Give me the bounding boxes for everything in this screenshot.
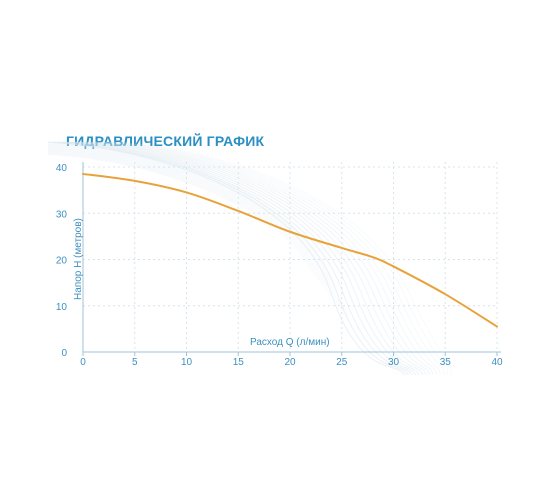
series-line <box>82 172 498 328</box>
swoosh-line <box>62 141 416 376</box>
x-tick-label: 40 <box>491 357 503 368</box>
x-tick-label: 10 <box>181 357 193 368</box>
x-tick-label: 30 <box>388 357 400 368</box>
swoosh-line <box>67 141 420 376</box>
y-tick-label: 20 <box>56 256 68 267</box>
swoosh-line <box>77 141 427 376</box>
swoosh-line <box>112 141 452 376</box>
x-tick-label: 15 <box>233 357 245 368</box>
swoosh-line <box>107 141 448 376</box>
x-tick-label: 5 <box>132 357 138 368</box>
chart-title: ГИДРАВЛИЧЕСКИЙ ГРАФИК <box>66 133 265 149</box>
y-tick-label: 40 <box>56 163 68 174</box>
swoosh-line <box>82 141 430 376</box>
swoosh-line <box>72 141 423 376</box>
chart-axes <box>82 162 501 356</box>
x-axis-label: Расход Q (л/мин) <box>250 337 330 348</box>
y-tick-label: 0 <box>61 348 67 359</box>
y-tick-label: 30 <box>56 209 68 220</box>
y-tick-labels: 0 10 20 30 40 <box>56 163 68 359</box>
x-tick-label: 0 <box>80 357 86 368</box>
swoosh-line <box>102 141 445 376</box>
x-tick-label: 35 <box>440 357 452 368</box>
y-axis-label: Напор H (метров) <box>73 218 84 300</box>
x-tick-label: 25 <box>336 357 348 368</box>
x-tick-label: 20 <box>284 357 296 368</box>
x-tick-labels: 0 5 10 15 20 25 30 35 40 <box>80 357 503 368</box>
swoosh-line <box>92 141 437 376</box>
chart-series <box>82 172 498 328</box>
y-tick-label: 10 <box>56 302 68 313</box>
swoosh-line <box>87 141 434 376</box>
